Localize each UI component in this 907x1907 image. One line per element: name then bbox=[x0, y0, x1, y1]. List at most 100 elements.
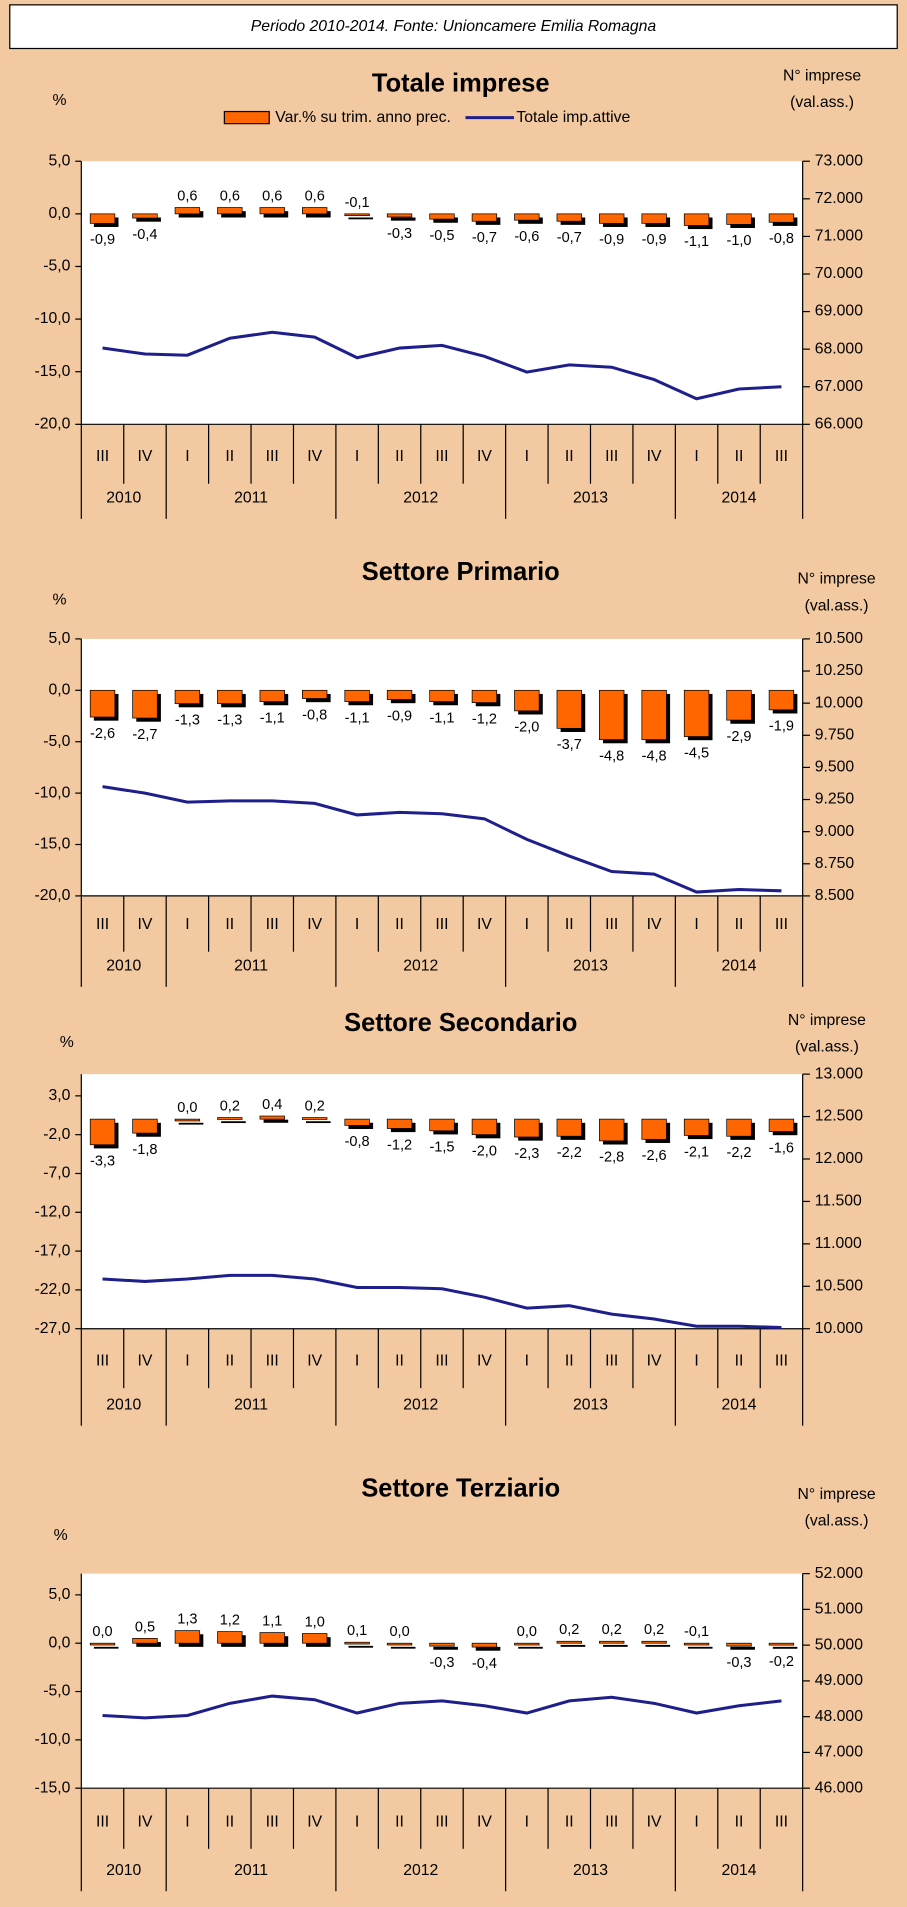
bar bbox=[174, 689, 201, 705]
plot-area bbox=[81, 161, 803, 425]
line bbox=[102, 1694, 782, 1720]
x-group-label: 2011 bbox=[234, 957, 268, 974]
y2-tick-label: 71.000 bbox=[815, 228, 863, 245]
bar-shadow bbox=[687, 1646, 713, 1649]
bar-shadow bbox=[518, 1646, 543, 1649]
x-group-label: 2011 bbox=[234, 489, 268, 506]
data-label: -0,5 bbox=[429, 228, 454, 244]
bar bbox=[217, 207, 243, 215]
data-label: -1,0 bbox=[726, 233, 751, 249]
plot-area bbox=[81, 638, 803, 896]
bar bbox=[768, 1118, 795, 1132]
x-tick-label: I bbox=[185, 916, 189, 933]
data-label: -2,2 bbox=[726, 1145, 751, 1161]
x-tick-label: III bbox=[96, 1353, 109, 1370]
bar bbox=[217, 1117, 243, 1120]
data-label: 1,2 bbox=[220, 1613, 240, 1629]
data-label: 0,6 bbox=[262, 188, 282, 204]
y-tick-label: -27,0 bbox=[34, 1320, 70, 1337]
y2-tick-label: 8.750 bbox=[815, 855, 855, 872]
x-group-label: 2014 bbox=[721, 1396, 756, 1413]
bar bbox=[217, 1631, 243, 1644]
x-tick-label: I bbox=[525, 448, 529, 465]
data-label: -0,1 bbox=[684, 1624, 709, 1640]
x-tick-label: IV bbox=[307, 1353, 322, 1370]
data-label: -2,9 bbox=[726, 729, 751, 745]
data-label: 0,6 bbox=[177, 188, 197, 204]
x-tick-label: I bbox=[355, 1353, 359, 1370]
bar bbox=[132, 1118, 158, 1134]
data-label: -1,1 bbox=[345, 710, 370, 726]
bar bbox=[429, 1642, 455, 1647]
data-label: -0,4 bbox=[132, 227, 157, 243]
plot-area bbox=[81, 1573, 803, 1789]
y-axis-label: % bbox=[52, 92, 66, 109]
y2-tick-label: 11.500 bbox=[815, 1193, 862, 1210]
y2-axis-label: N° imprese bbox=[798, 1486, 876, 1503]
y-tick-label: 5,0 bbox=[48, 630, 70, 647]
x-tick-label: II bbox=[225, 916, 234, 933]
x-tick-label: II bbox=[565, 448, 574, 465]
line bbox=[102, 1273, 782, 1330]
data-label: -0,4 bbox=[472, 1656, 497, 1672]
x-group-label: 2014 bbox=[721, 489, 756, 506]
data-label: -0,1 bbox=[345, 195, 370, 211]
y2-tick-label: 10.500 bbox=[815, 1277, 863, 1294]
bar-shadow bbox=[178, 211, 204, 218]
y-axis-label: % bbox=[54, 1527, 68, 1544]
x-group-label: 2014 bbox=[721, 957, 756, 974]
data-label: -4,8 bbox=[599, 748, 624, 764]
line bbox=[102, 785, 782, 894]
x-tick-label: IV bbox=[647, 1353, 662, 1370]
bar-shadow bbox=[433, 1646, 458, 1650]
data-label: -0,9 bbox=[642, 232, 667, 248]
bar bbox=[132, 689, 158, 719]
data-label: -0,9 bbox=[599, 232, 624, 248]
bar bbox=[683, 689, 710, 737]
legend-swatch bbox=[223, 110, 270, 125]
data-label: -0,6 bbox=[514, 229, 539, 245]
y2-tick-label: 8.500 bbox=[815, 887, 855, 904]
y-tick-label: -10,0 bbox=[34, 310, 70, 327]
bar bbox=[556, 689, 582, 729]
x-tick-label: III bbox=[96, 1813, 109, 1830]
header: Periodo 2010-2014. Fonte: Unioncamere Em… bbox=[251, 18, 657, 35]
data-label: -2,1 bbox=[684, 1144, 709, 1160]
bar bbox=[556, 213, 582, 222]
y2-tick-label: 10.000 bbox=[815, 694, 863, 711]
x-group-label: 2013 bbox=[573, 1396, 608, 1413]
data-label: -0,9 bbox=[387, 708, 412, 724]
bar-shadow bbox=[93, 1646, 119, 1649]
bar bbox=[259, 207, 285, 215]
bar-shadow bbox=[475, 1646, 501, 1651]
bar bbox=[89, 689, 116, 718]
x-tick-label: I bbox=[355, 916, 359, 933]
data-label: 0,2 bbox=[220, 1099, 240, 1115]
x-tick-label: II bbox=[565, 1813, 574, 1830]
x-tick-label: III bbox=[266, 1813, 279, 1830]
bar bbox=[683, 213, 710, 226]
x-tick-label: III bbox=[435, 1813, 448, 1830]
x-tick-label: III bbox=[605, 448, 618, 465]
y-tick-label: -5,0 bbox=[43, 258, 70, 275]
bar bbox=[259, 689, 285, 702]
x-tick-label: III bbox=[266, 448, 279, 465]
data-label: -3,7 bbox=[557, 737, 582, 753]
bar bbox=[726, 689, 752, 721]
bar bbox=[599, 213, 625, 224]
bar bbox=[471, 213, 498, 222]
bar-shadow bbox=[136, 1642, 161, 1647]
x-group-label: 2013 bbox=[573, 489, 608, 506]
data-label: -2,0 bbox=[472, 1143, 497, 1159]
bar bbox=[386, 689, 413, 700]
x-tick-label: III bbox=[435, 448, 448, 465]
y2-tick-label: 49.000 bbox=[815, 1672, 863, 1689]
x-tick-label: I bbox=[185, 448, 189, 465]
bar bbox=[429, 689, 455, 702]
y2-tick-label: 73.000 bbox=[815, 152, 863, 169]
bar bbox=[344, 1118, 370, 1126]
bar-shadow bbox=[730, 1646, 755, 1650]
y2-tick-label: 10.000 bbox=[815, 1320, 863, 1337]
y-tick-label: -12,0 bbox=[34, 1203, 70, 1220]
